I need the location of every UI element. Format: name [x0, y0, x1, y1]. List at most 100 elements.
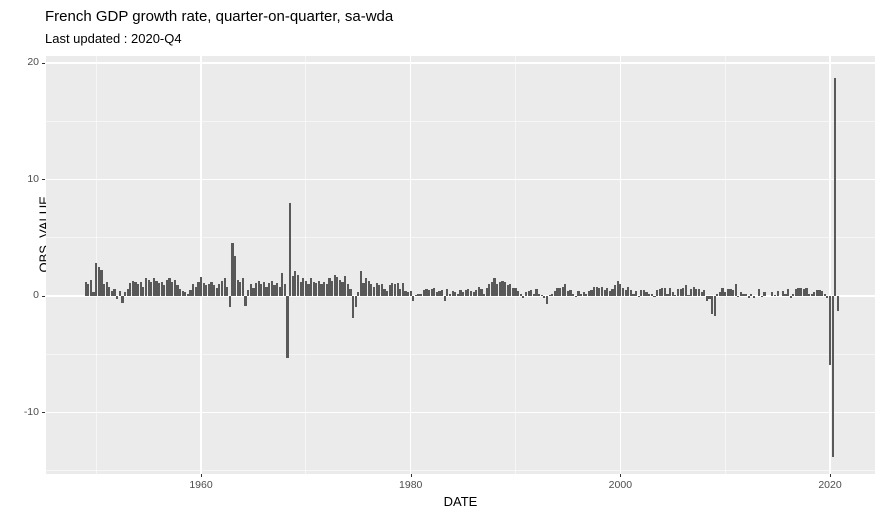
bar: [608, 291, 611, 296]
bar: [569, 290, 572, 296]
bar: [530, 290, 533, 296]
bar: [354, 295, 357, 308]
bar: [283, 284, 286, 296]
bar: [522, 295, 525, 299]
bar: [134, 281, 137, 296]
bar: [357, 292, 360, 296]
bar: [427, 290, 431, 296]
bar: [399, 288, 402, 296]
bar: [669, 287, 672, 296]
bar: [771, 292, 774, 296]
bar: [637, 295, 640, 297]
bar: [627, 286, 630, 296]
bar: [194, 286, 197, 296]
bar: [692, 286, 695, 296]
bar: [718, 292, 722, 296]
bar: [95, 263, 98, 296]
bar: [818, 290, 821, 296]
bar: [336, 277, 339, 296]
bar: [558, 287, 562, 296]
bar: [346, 284, 349, 296]
bar: [330, 280, 334, 296]
bar: [739, 292, 742, 296]
bar: [703, 290, 706, 296]
gridline-minor-horizontal: [46, 237, 875, 239]
bar: [391, 283, 394, 296]
bar: [747, 295, 750, 299]
bar: [351, 295, 355, 318]
bar: [527, 291, 530, 296]
bar: [176, 285, 179, 296]
bar: [323, 281, 326, 296]
bar: [621, 287, 625, 296]
bar: [731, 290, 735, 296]
bar: [100, 270, 103, 296]
bar: [409, 291, 412, 296]
bar: [826, 295, 829, 299]
bar: [152, 278, 155, 296]
bar: [828, 295, 832, 365]
bar: [213, 285, 216, 296]
bar: [634, 291, 638, 296]
bar: [202, 283, 205, 296]
bar: [810, 293, 813, 296]
bar: [139, 281, 142, 296]
bar: [485, 287, 488, 296]
bar: [666, 293, 669, 296]
bar: [655, 290, 659, 296]
y-tick-mark: [42, 295, 45, 297]
bar: [126, 288, 129, 296]
gridline-minor-vertical: [305, 56, 307, 474]
gridline-major-horizontal: [46, 411, 875, 413]
bar: [341, 281, 344, 296]
bar: [113, 288, 116, 296]
bar: [137, 284, 140, 296]
bar: [695, 288, 698, 296]
bar: [506, 285, 509, 296]
bar: [446, 288, 449, 296]
bar: [661, 287, 664, 296]
gridline-minor-vertical: [515, 56, 517, 474]
bar: [566, 291, 570, 296]
bar: [451, 291, 454, 296]
bar: [386, 291, 389, 296]
chart-subtitle: Last updated : 2020-Q4: [45, 31, 182, 46]
chart-title: French GDP growth rate, quarter-on-quart…: [45, 8, 394, 25]
bar: [286, 295, 289, 358]
bar: [503, 281, 507, 296]
bar: [684, 285, 687, 296]
bar: [726, 288, 729, 296]
bar: [123, 292, 127, 296]
plot-panel: [46, 56, 875, 474]
y-tick-label: 20: [27, 56, 39, 69]
bar: [425, 288, 428, 296]
bar: [239, 281, 242, 296]
bar: [367, 280, 370, 296]
bar: [241, 278, 245, 296]
bar: [724, 292, 727, 296]
bar: [595, 286, 598, 296]
bar: [603, 290, 606, 296]
bar: [532, 293, 535, 296]
bar: [598, 287, 601, 296]
bar: [296, 274, 300, 296]
bar: [302, 278, 305, 296]
bar: [640, 290, 643, 296]
y-tick-mark: [42, 412, 45, 414]
bar: [472, 292, 475, 296]
bar: [189, 290, 192, 296]
bar: [498, 281, 501, 296]
bar: [456, 293, 459, 296]
bar: [535, 288, 538, 296]
bar: [674, 294, 677, 296]
bar: [294, 271, 297, 296]
bar: [89, 279, 93, 296]
x-axis-title: DATE: [443, 494, 478, 509]
bar: [710, 295, 714, 315]
bar: [758, 288, 761, 296]
bar: [606, 287, 609, 296]
bar: [228, 295, 231, 308]
bar: [173, 279, 176, 296]
bar: [268, 283, 271, 296]
